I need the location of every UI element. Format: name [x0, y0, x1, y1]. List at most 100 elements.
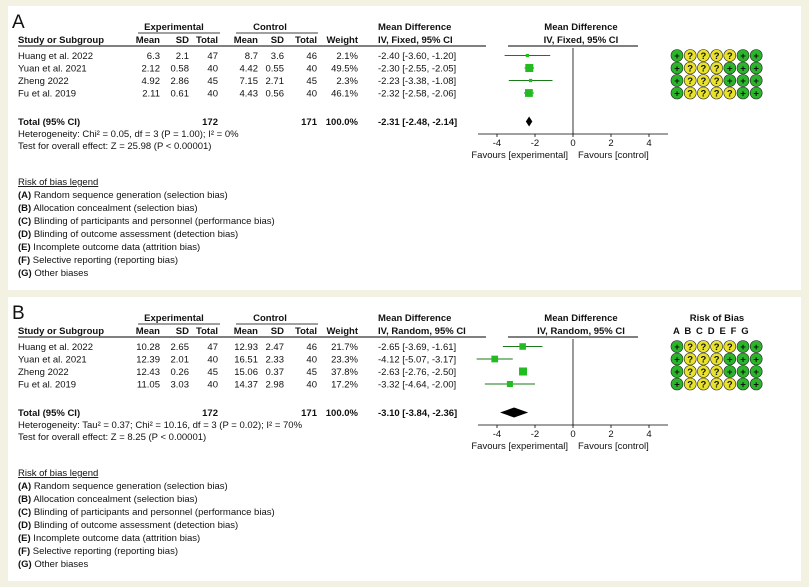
- rob-circle: [710, 74, 723, 87]
- table-row: Yuan et al. 2021 12.39 2.01 40 16.51 2.33 40 23…: [18, 355, 456, 366]
- total-exp: 172: [202, 117, 218, 128]
- rob-symbol: ?: [714, 63, 720, 74]
- legend-title: Risk of bias legend: [18, 177, 98, 188]
- legend-text: Random sequence generation (selection bi…: [31, 190, 227, 201]
- legend-item: (A) Random sequence generation (selectio…: [18, 190, 228, 201]
- total-ci: -2.31 [-2.48, -2.14]: [378, 117, 457, 128]
- rob-circle: [697, 352, 710, 366]
- legend-key: (A): [18, 190, 31, 201]
- legend-text: Selective reporting (reporting bias): [30, 255, 178, 266]
- ctl-total: 46: [306, 51, 317, 62]
- rob-circle: [683, 352, 697, 366]
- exp-sd: 3.03: [171, 380, 190, 391]
- effect-square: [528, 78, 533, 83]
- rob-circle: [697, 377, 710, 391]
- rob-circle: [697, 74, 710, 87]
- panel-b: B Experimental Control Mean Difference Study…: [8, 297, 801, 581]
- rob-circle: [723, 365, 737, 378]
- exp-sd: 2.1: [176, 51, 189, 62]
- x-tick-label: 0: [570, 138, 575, 149]
- legend-item: (A) Random sequence generation (selectio…: [18, 481, 228, 492]
- rob-circle: [710, 352, 723, 366]
- rob-symbol: +: [727, 76, 733, 87]
- weight: 46.1%: [331, 89, 358, 100]
- table-row: Fu et al. 2019 2.11 0.61 40 4.43 0.56 40 46.1% -…: [18, 89, 456, 100]
- study-name: Zheng 2022: [18, 367, 69, 378]
- total-ctl: 171: [301, 117, 318, 128]
- pooled-diamond: [500, 407, 529, 418]
- rob-symbol: ?: [687, 342, 693, 353]
- weight: 49.5%: [331, 64, 358, 75]
- weight: 2.3%: [336, 76, 358, 87]
- ctl-mean: 16.51: [234, 355, 258, 366]
- header-exp-sd: SD: [176, 326, 189, 337]
- legend-text: Selective reporting (reporting bias): [30, 546, 178, 557]
- panel-letter: B: [12, 303, 25, 324]
- effect-square: [525, 64, 534, 72]
- rob-circle: [723, 49, 737, 62]
- legend-item: (G) Other biases: [18, 268, 88, 279]
- header-ctl-sd: SD: [271, 326, 284, 337]
- study-name: Huang et al. 2022: [18, 51, 93, 62]
- rob-symbol: +: [753, 354, 759, 365]
- header-mean-difference: Mean Difference: [378, 22, 451, 33]
- plot-title: Mean Difference: [544, 22, 617, 33]
- ctl-mean: 15.06: [234, 367, 258, 378]
- exp-mean: 12.43: [136, 367, 160, 378]
- ci-text: -2.40 [-3.60, -1.20]: [378, 51, 456, 62]
- favours-right: Favours [control]: [578, 150, 649, 161]
- rob-symbol: +: [674, 367, 680, 378]
- rob-symbol: ?: [727, 342, 733, 353]
- rob-circle: [683, 365, 697, 378]
- rob-symbol: +: [740, 354, 746, 365]
- exp-total: 45: [207, 367, 218, 378]
- rob-circle: [710, 86, 723, 100]
- rob-circle: [697, 49, 710, 62]
- exp-sd: 0.58: [171, 64, 190, 75]
- exp-mean: 6.3: [147, 51, 160, 62]
- legend-text: Blinding of outcome assessment (detectio…: [31, 229, 238, 240]
- header-study: Study or Subgroup: [18, 35, 104, 46]
- rob-symbol: +: [674, 63, 680, 74]
- total-weight: 100.0%: [326, 117, 359, 128]
- rob-symbol: +: [753, 88, 759, 99]
- ci-text: -2.63 [-2.76, -2.50]: [378, 367, 456, 378]
- total-weight: 100.0%: [326, 408, 359, 419]
- rob-circle: [670, 377, 684, 391]
- effect-square: [506, 380, 513, 388]
- ctl-total: 40: [306, 380, 317, 391]
- rob-circle: [710, 61, 723, 75]
- rob-symbol: +: [753, 63, 759, 74]
- legend-item: (D) Blinding of outcome assessment (dete…: [18, 229, 238, 240]
- total-exp: 172: [202, 408, 218, 419]
- ctl-mean: 4.43: [240, 89, 259, 100]
- exp-sd: 2.01: [171, 355, 190, 366]
- effect-square: [491, 355, 499, 363]
- rob-circle: [697, 86, 710, 100]
- exp-total: 40: [207, 355, 218, 366]
- header-weight: Weight: [327, 326, 359, 337]
- legend-key: (F): [18, 546, 30, 557]
- exp-mean: 2.12: [142, 64, 161, 75]
- rob-symbol: +: [753, 76, 759, 87]
- rob-symbol: ?: [714, 51, 720, 62]
- rob-symbol: ?: [714, 367, 720, 378]
- panel-a: A Experimental Control Mean Difference Study…: [8, 6, 801, 290]
- table-row: Yuan et al. 2021 2.12 0.58 40 4.42 0.55 40 49.5…: [18, 64, 456, 75]
- rob-symbol: ?: [700, 379, 706, 390]
- rob-symbol: ?: [687, 379, 693, 390]
- header-exp-sd: SD: [176, 35, 189, 46]
- rob-circle: [749, 61, 763, 75]
- rob-circle: [670, 340, 684, 353]
- rob-symbol: ?: [727, 51, 733, 62]
- rob-circle: [683, 340, 697, 353]
- legend-key: (B): [18, 203, 31, 214]
- legend-item: (E) Incomplete outcome data (attrition b…: [18, 242, 200, 253]
- rob-circle: [670, 61, 684, 75]
- legend-text: Blinding of participants and personnel (…: [31, 507, 274, 518]
- rob-circle: [749, 86, 763, 100]
- legend-item: (G) Other biases: [18, 559, 88, 570]
- exp-total: 47: [207, 342, 218, 353]
- x-tick-label: -4: [493, 138, 501, 149]
- weight: 23.3%: [331, 355, 358, 366]
